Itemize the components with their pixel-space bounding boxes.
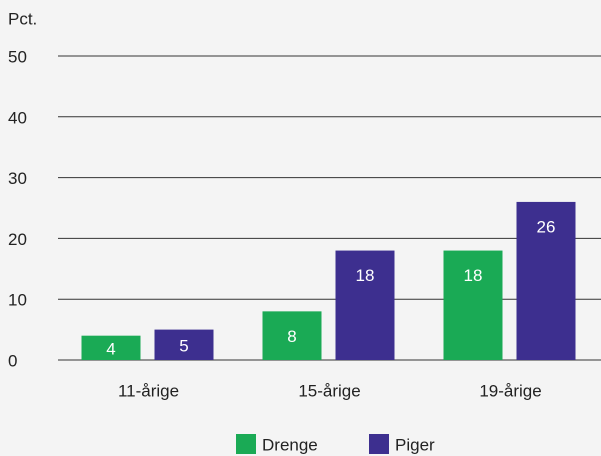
bar (516, 201, 576, 360)
y-tick-label: 0 (8, 351, 17, 370)
data-label: 18 (464, 266, 483, 285)
y-tick-label: 10 (8, 291, 27, 310)
x-tick-label: 15-årige (298, 381, 360, 400)
data-label: 8 (287, 327, 296, 346)
data-label: 5 (179, 336, 188, 355)
y-tick-label: 30 (8, 169, 27, 188)
data-label: 4 (106, 339, 115, 358)
bar (335, 250, 395, 360)
bar (154, 329, 214, 360)
y-tick-label: 50 (8, 47, 27, 66)
x-tick-label: 19-årige (479, 381, 541, 400)
legend-swatch (369, 434, 389, 454)
bar (443, 250, 503, 360)
y-tick-label: 20 (8, 230, 27, 249)
legend-label: Drenge (262, 435, 318, 454)
data-label: 18 (356, 266, 375, 285)
data-label: 26 (537, 217, 556, 236)
bar (81, 335, 141, 360)
x-tick-label: 11-årige (118, 381, 179, 400)
y-axis-label: Pct. (8, 9, 37, 28)
bar (262, 311, 322, 360)
y-tick-label: 40 (8, 108, 27, 127)
legend-swatch (236, 434, 256, 454)
legend-label: Piger (395, 435, 435, 454)
